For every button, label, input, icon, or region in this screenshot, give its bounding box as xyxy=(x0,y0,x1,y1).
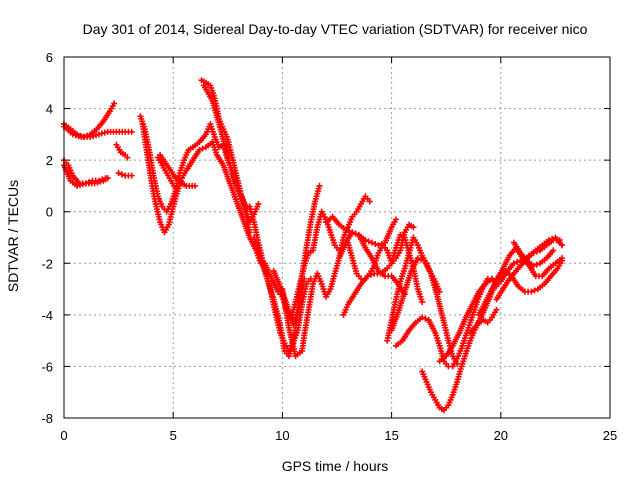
data-series-6 xyxy=(113,141,131,161)
data-series-26 xyxy=(436,275,502,365)
data-series-10 xyxy=(157,151,199,189)
data-point xyxy=(90,133,97,140)
data-series-12 xyxy=(200,82,251,213)
x-tick-label: 20 xyxy=(494,428,508,443)
data-point xyxy=(74,182,81,189)
data-point xyxy=(372,240,379,247)
data-point xyxy=(172,185,179,192)
data-point xyxy=(199,145,206,152)
data-series-8 xyxy=(139,121,264,267)
data-point xyxy=(530,249,537,256)
data-point xyxy=(346,228,353,235)
y-tick-label: -2 xyxy=(41,256,53,271)
data-point xyxy=(101,129,108,136)
data-point xyxy=(558,242,565,249)
x-tick-label: 25 xyxy=(603,428,617,443)
data-point xyxy=(69,131,76,138)
y-tick-label: -8 xyxy=(41,411,53,426)
data-point xyxy=(510,260,517,267)
data-point xyxy=(111,100,118,107)
x-tick-label: 5 xyxy=(170,428,177,443)
data-point xyxy=(349,229,356,236)
data-point xyxy=(94,179,101,186)
data-series-5 xyxy=(115,170,135,179)
data-series-23 xyxy=(388,255,461,367)
data-point xyxy=(352,230,359,237)
data-point xyxy=(533,261,540,268)
data-point xyxy=(196,146,203,153)
y-tick-label: 2 xyxy=(46,153,53,168)
data-series-21 xyxy=(344,231,426,305)
data-point xyxy=(72,132,79,139)
y-tick-label: 0 xyxy=(46,205,53,220)
data-point xyxy=(98,130,105,137)
data-point xyxy=(558,257,565,264)
data-point xyxy=(493,306,500,313)
grid xyxy=(64,57,610,418)
data-point xyxy=(192,182,199,189)
data-point xyxy=(79,181,86,188)
y-tick-label: 4 xyxy=(46,102,53,117)
data-point xyxy=(104,175,111,182)
data-marks xyxy=(61,77,565,414)
data-series-18 xyxy=(323,213,399,249)
data-point xyxy=(368,239,375,246)
data-point xyxy=(97,178,104,185)
y-tick-label: -6 xyxy=(41,359,53,374)
data-series-30 xyxy=(497,237,563,285)
data-series-17 xyxy=(279,193,373,360)
axis-ticks: 0 5 10 15 20 25 -8 -6 -4 -2 0 2 4 6 xyxy=(41,50,617,443)
data-point xyxy=(362,237,369,244)
data-point xyxy=(419,314,426,321)
data-point xyxy=(365,238,372,245)
data-point xyxy=(556,237,563,244)
data-point xyxy=(91,180,98,187)
data-series-11 xyxy=(198,77,262,226)
data-point xyxy=(77,182,84,189)
data-series-2 xyxy=(61,123,135,140)
x-axis-label: GPS time / hours xyxy=(282,458,389,474)
y-tick-label: -4 xyxy=(41,308,53,323)
y-tick-label: 6 xyxy=(46,50,53,65)
plot-frame xyxy=(63,56,611,419)
data-point xyxy=(392,216,399,223)
data-point xyxy=(342,226,349,233)
data-point xyxy=(87,133,94,140)
data-point xyxy=(124,154,131,161)
data-series-1 xyxy=(61,100,118,140)
x-tick-label: 10 xyxy=(275,428,289,443)
data-point xyxy=(93,132,100,139)
data-point xyxy=(75,133,82,140)
chart-title: Day 301 of 2014, Sidereal Day-to-day VTE… xyxy=(83,21,588,37)
data-point xyxy=(528,288,535,295)
x-tick-label: 15 xyxy=(384,428,398,443)
data-point xyxy=(316,182,323,189)
data-point xyxy=(418,256,425,263)
data-point xyxy=(531,287,538,294)
data-point xyxy=(550,247,557,254)
data-point xyxy=(530,262,537,269)
data-point xyxy=(128,128,135,135)
data-point xyxy=(514,258,521,265)
y-axis-label: SDTVAR / TECUs xyxy=(5,180,21,292)
data-point xyxy=(419,298,426,305)
data-point xyxy=(517,257,524,264)
data-point xyxy=(115,170,122,177)
data-series-31 xyxy=(510,239,557,269)
data-series-4 xyxy=(61,162,111,189)
data-point xyxy=(366,198,373,205)
data-point xyxy=(533,248,540,255)
data-point xyxy=(95,131,102,138)
data-point xyxy=(255,200,262,207)
data-series-24 xyxy=(392,275,500,370)
data-point xyxy=(128,172,135,179)
data-point xyxy=(118,171,125,178)
x-tick-label: 0 xyxy=(60,428,67,443)
data-point xyxy=(414,255,421,262)
data-point xyxy=(410,224,417,231)
data-point xyxy=(422,315,429,322)
